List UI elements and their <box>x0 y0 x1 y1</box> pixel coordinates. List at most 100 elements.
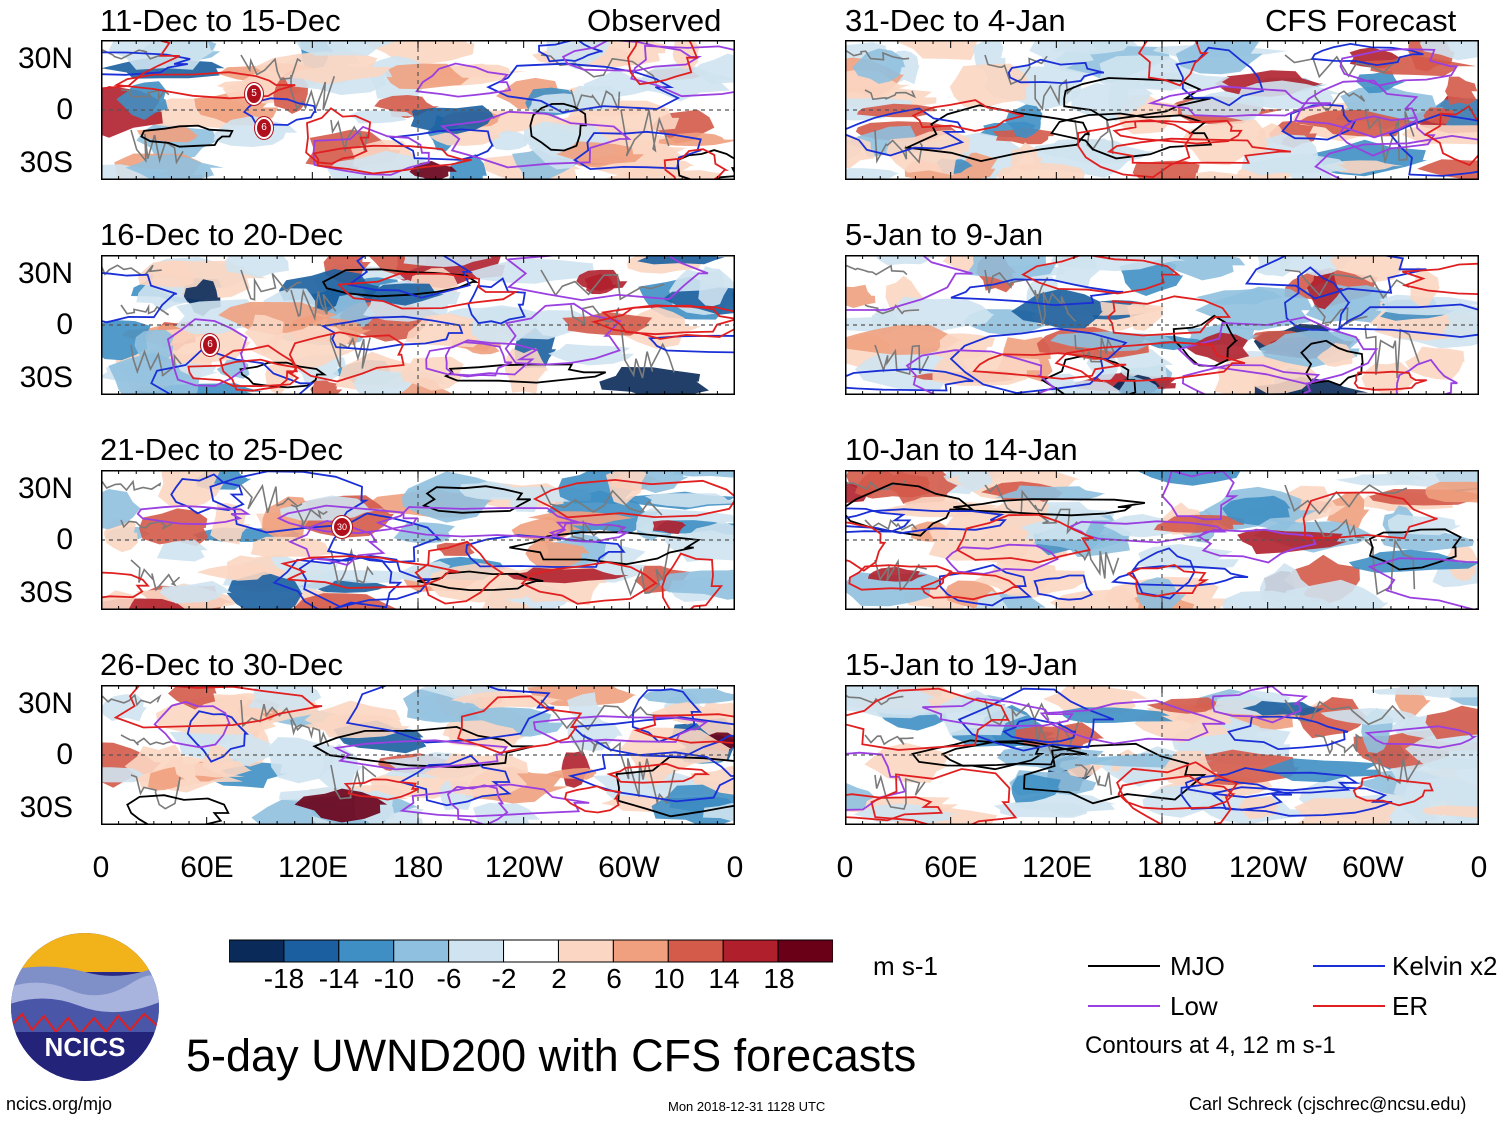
coastline <box>874 774 926 810</box>
storm-marker: 6 <box>255 117 273 139</box>
contour-line <box>136 505 251 526</box>
anomaly-shading <box>298 714 411 739</box>
legend-label-kelvin: Kelvin x2 <box>1392 951 1498 981</box>
contour-line <box>1368 528 1462 571</box>
coastline <box>330 119 368 152</box>
y-tick-30s: 30S <box>19 146 73 179</box>
coastline <box>240 54 302 81</box>
anomaly-shading <box>845 284 876 308</box>
anomaly-shading <box>450 690 564 709</box>
contour-line <box>1002 717 1077 744</box>
contour-line <box>561 40 703 72</box>
contour-line <box>1339 48 1459 87</box>
contour-line <box>1364 725 1478 749</box>
colorbar-swatch <box>503 939 559 963</box>
contour-line <box>486 62 681 114</box>
anomaly-shading <box>672 470 735 478</box>
contour-line <box>101 40 181 90</box>
contour-line <box>600 304 735 336</box>
contour-line <box>1367 557 1479 610</box>
coastline <box>130 129 184 165</box>
map-panel-observed-2 <box>101 255 735 395</box>
contour-line <box>1195 528 1317 564</box>
coastline <box>845 49 910 61</box>
contour-line <box>153 701 232 749</box>
coastline <box>240 483 303 514</box>
contour-line <box>845 793 944 822</box>
x-tick: 60W <box>1342 851 1404 884</box>
contour-line <box>1227 715 1349 751</box>
anomaly-shading <box>644 493 735 508</box>
contour-line <box>845 521 887 572</box>
anomaly-shading <box>101 590 137 610</box>
x-tick: 60W <box>598 851 660 884</box>
x-tick: 180 <box>392 851 444 884</box>
contour-line <box>456 695 583 754</box>
logo-text: NCICS <box>45 1032 126 1062</box>
contour-line <box>945 543 1059 575</box>
x-tick: 0 <box>1470 851 1488 884</box>
contour-line <box>1401 262 1479 296</box>
anomaly-shading <box>108 352 200 395</box>
contour-line <box>343 778 420 801</box>
coastline <box>290 719 330 747</box>
anomaly-shading <box>295 40 397 56</box>
contour-line <box>520 561 659 605</box>
contour-note: Contours at 4, 12 m s-1 <box>1085 1032 1336 1059</box>
anomaly-shading <box>1295 109 1424 137</box>
contour-line <box>287 519 386 566</box>
contour-line <box>910 739 1045 771</box>
anomaly-shading <box>1294 798 1397 825</box>
contour-line <box>1353 370 1427 391</box>
anomaly-shading <box>546 767 597 780</box>
contour-line <box>627 40 699 86</box>
contour-line <box>1302 491 1438 540</box>
legend-line-low <box>1088 1005 1160 1007</box>
contour-line <box>957 687 1115 752</box>
anomaly-shading <box>874 296 995 333</box>
colorbar-swatch <box>393 939 450 963</box>
anomaly-shading <box>1279 579 1389 610</box>
coastline <box>101 479 162 492</box>
y-tick-30n: 30N <box>17 42 73 75</box>
contour-line <box>276 504 419 535</box>
anomaly-shading <box>603 168 723 180</box>
contour-line <box>509 531 702 566</box>
panel-title-right-1: 31-Dec to 4-Jan <box>845 3 1066 38</box>
anomaly-shading <box>1361 361 1416 395</box>
anomaly-shading <box>562 311 653 336</box>
storm-marker: 6 <box>201 334 219 356</box>
legend-label-low: Low <box>1170 991 1218 1021</box>
coastline <box>240 269 302 301</box>
anomaly-shading <box>845 685 937 719</box>
source-url[interactable]: ncics.org/mjo <box>6 1094 113 1114</box>
coastline <box>130 344 182 377</box>
contour-line <box>388 128 494 161</box>
contour-line <box>1300 339 1364 387</box>
coastline <box>1034 719 1080 758</box>
y-tick-30s: 30S <box>19 791 73 824</box>
map-panel-forecast-1 <box>845 40 1479 180</box>
contour-line <box>399 783 590 818</box>
contour-line <box>242 97 317 126</box>
panel-title-left-3: 21-Dec to 25-Dec <box>100 432 343 467</box>
contour-line <box>421 485 532 514</box>
contour-line <box>938 564 1033 607</box>
anomaly-shading <box>280 495 386 521</box>
anomaly-shading <box>393 522 455 544</box>
coastline <box>984 699 1050 730</box>
anomaly-shading <box>692 53 735 85</box>
anomaly-shading <box>254 51 392 85</box>
anomaly-shading <box>886 129 971 176</box>
anomaly-shading <box>148 766 186 791</box>
colorbar-label: 18 <box>763 963 795 994</box>
anomaly-shading <box>1102 514 1179 538</box>
units-label: m s-1 <box>873 951 938 981</box>
coastline <box>620 754 676 806</box>
contour-line <box>288 331 405 383</box>
contour-line <box>1388 113 1479 177</box>
x-tick: 120E <box>277 851 349 884</box>
anomaly-shading <box>1286 157 1334 180</box>
coastline <box>874 558 927 592</box>
anomaly-shading <box>136 127 198 143</box>
